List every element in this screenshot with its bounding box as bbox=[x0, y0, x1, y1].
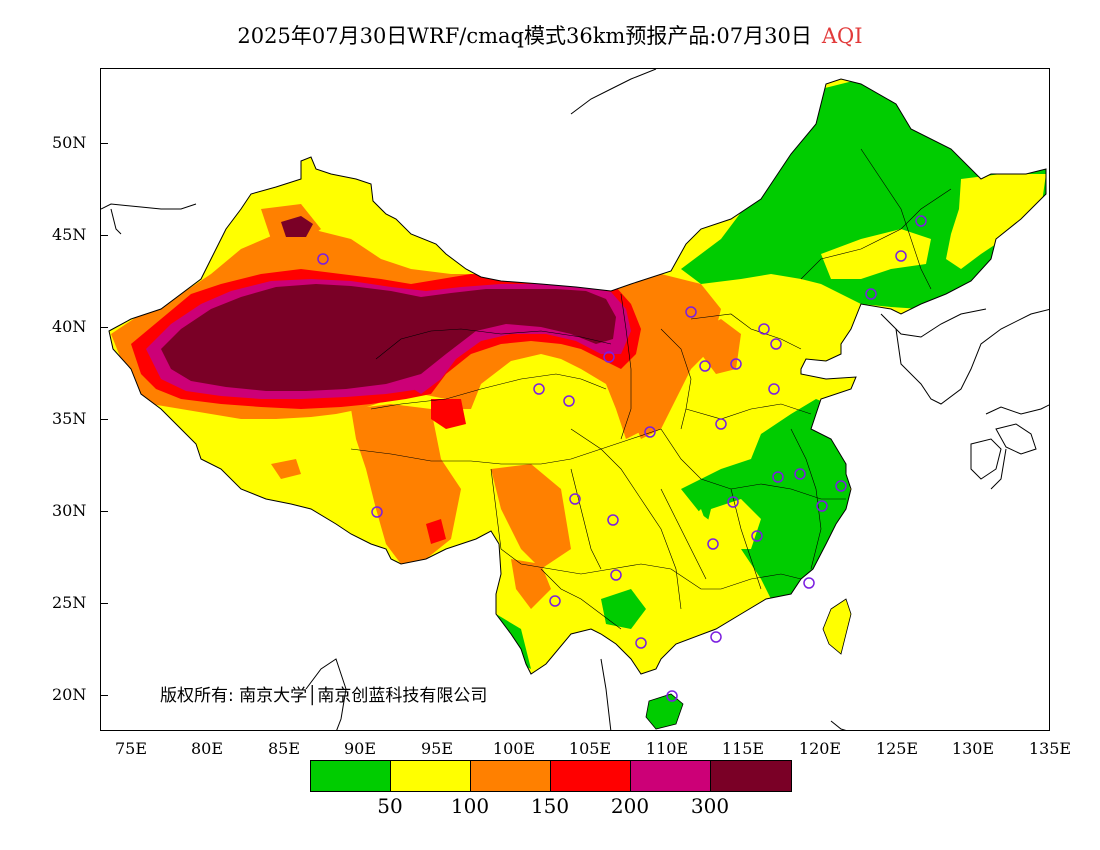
copyright-text: 版权所有: 南京大学│南京创蓝科技有限公司 bbox=[160, 686, 488, 706]
lat-label-45n: 45N bbox=[52, 225, 87, 244]
lat-label-20n: 20N bbox=[52, 685, 87, 704]
legend-swatch-magenta bbox=[631, 761, 711, 791]
lon-label-95e: 95E bbox=[420, 739, 454, 758]
lat-label-50n: 50N bbox=[52, 133, 87, 152]
legend-label-200: 200 bbox=[610, 794, 650, 818]
legend-swatch-red bbox=[551, 761, 631, 791]
lat-tick bbox=[100, 603, 108, 604]
title-text: 2025年07月30日WRF/cmaq模式36km预报产品:07月30日 bbox=[237, 24, 812, 48]
lat-tick bbox=[100, 327, 108, 328]
legend-swatch-yellow bbox=[391, 761, 471, 791]
legend-swatch-darkred bbox=[711, 761, 791, 791]
lon-label-130e: 130E bbox=[951, 739, 995, 758]
lon-label-135e: 135E bbox=[1028, 739, 1072, 758]
lon-label-90e: 90E bbox=[343, 739, 377, 758]
legend-label-300: 300 bbox=[690, 794, 730, 818]
legend-swatch-orange bbox=[471, 761, 551, 791]
lat-tick bbox=[100, 695, 108, 696]
map-frame bbox=[100, 68, 1050, 731]
lat-tick bbox=[100, 419, 108, 420]
lon-label-120e: 120E bbox=[798, 739, 842, 758]
lon-label-85e: 85E bbox=[267, 739, 301, 758]
lat-tick bbox=[100, 235, 108, 236]
variable-label: AQI bbox=[821, 24, 863, 48]
legend-label-150: 150 bbox=[530, 794, 570, 818]
lon-label-115e: 115E bbox=[721, 739, 765, 758]
lat-label-40n: 40N bbox=[52, 317, 87, 336]
lat-tick bbox=[100, 143, 108, 144]
lat-label-35n: 35N bbox=[52, 409, 87, 428]
lon-label-75e: 75E bbox=[114, 739, 148, 758]
lat-label-30n: 30N bbox=[52, 501, 87, 520]
lat-label-25n: 25N bbox=[52, 593, 87, 612]
aqi-colorbar bbox=[310, 760, 792, 792]
lon-label-100e: 100E bbox=[492, 739, 536, 758]
lon-label-125e: 125E bbox=[875, 739, 919, 758]
lon-label-80e: 80E bbox=[190, 739, 224, 758]
lon-label-110e: 110E bbox=[645, 739, 689, 758]
legend-label-100: 100 bbox=[450, 794, 490, 818]
lat-tick bbox=[100, 511, 108, 512]
map-title: 2025年07月30日WRF/cmaq模式36km预报产品:07月30日 AQI bbox=[0, 20, 1100, 50]
aqi-map bbox=[101, 69, 1049, 730]
lon-label-105e: 105E bbox=[568, 739, 612, 758]
legend-label-50: 50 bbox=[377, 794, 403, 818]
legend-swatch-green bbox=[311, 761, 391, 791]
